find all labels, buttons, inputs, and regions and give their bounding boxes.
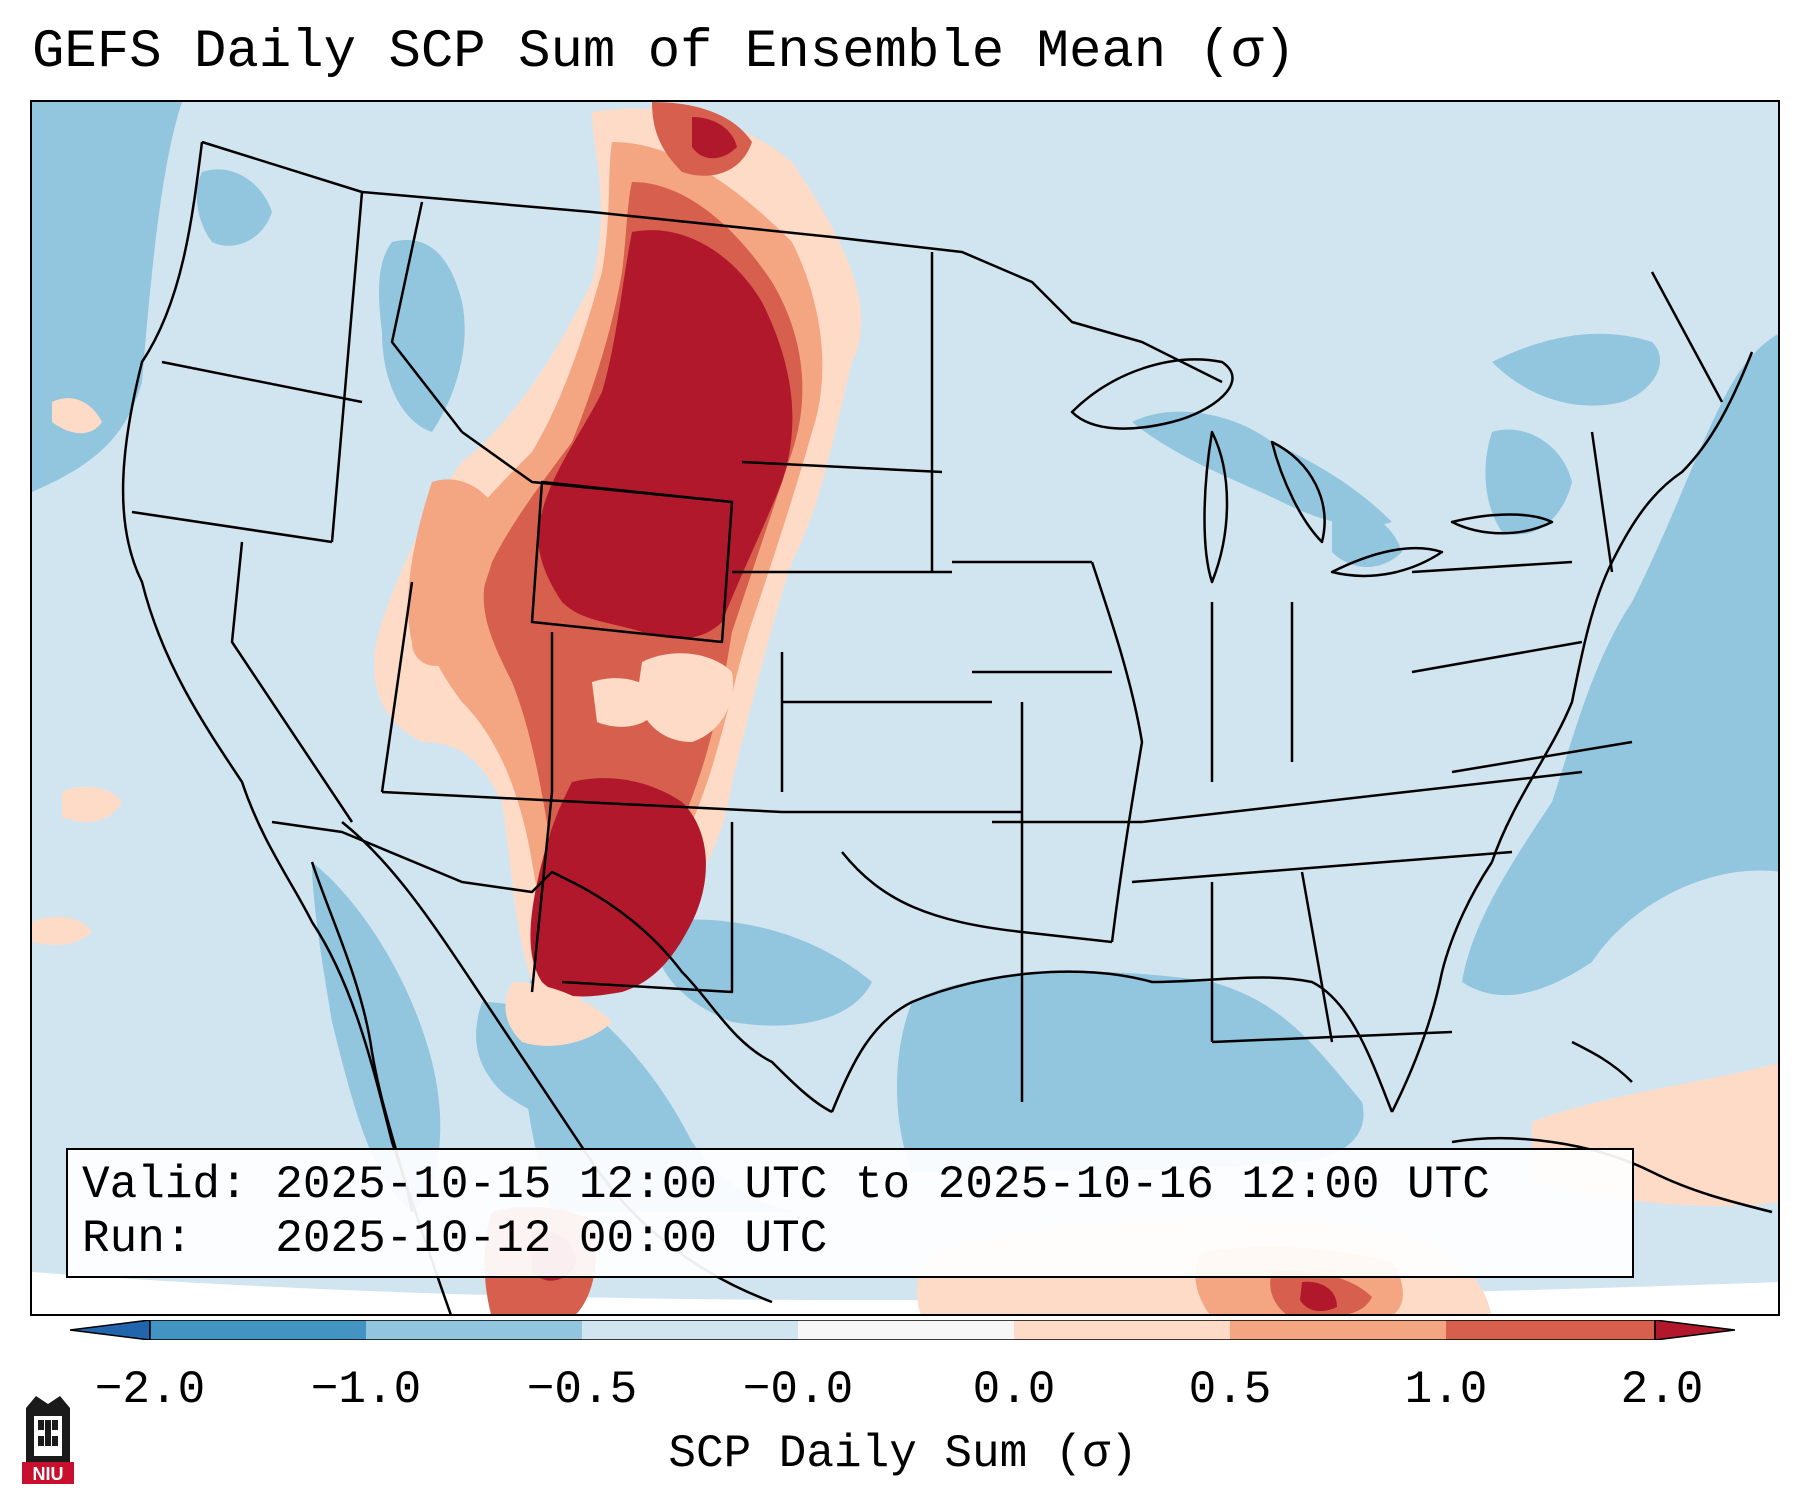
valid-label: Valid: bbox=[82, 1159, 248, 1211]
northeast-blue-patch bbox=[1485, 429, 1572, 535]
pacific-positive-1 bbox=[62, 786, 122, 822]
niu-logo: NIU bbox=[22, 1396, 74, 1484]
niu-logo-text: NIU bbox=[33, 1464, 64, 1484]
map-panel bbox=[30, 100, 1780, 1316]
wa-or-border bbox=[161, 360, 363, 404]
us-mexico-border bbox=[271, 820, 833, 1114]
tick-label-2: −1.0 bbox=[310, 1364, 422, 1416]
florida-coast bbox=[1390, 861, 1494, 1113]
nd-sd bbox=[741, 460, 943, 474]
gulf-coast bbox=[830, 970, 1394, 1113]
nv-ut bbox=[380, 581, 414, 793]
run-value: 2025-10-12 00:00 UTC bbox=[275, 1213, 828, 1265]
us-canada-border bbox=[201, 140, 1223, 384]
or-ca-border bbox=[131, 510, 333, 544]
plume-max-south bbox=[530, 778, 706, 997]
run-label: Run: bbox=[82, 1213, 193, 1265]
great-lakes-blue bbox=[1132, 411, 1392, 526]
tick-label-6: 0.5 bbox=[1188, 1364, 1272, 1416]
tick-label-5: 0.0 bbox=[972, 1364, 1056, 1416]
valid-run-info-box: Valid: 2025-10-15 12:00 UTC to 2025-10-1… bbox=[66, 1148, 1634, 1278]
colorbar-under-arrow bbox=[70, 1320, 151, 1340]
lake-ontario bbox=[1450, 513, 1554, 535]
nm-tx bbox=[561, 822, 734, 994]
lake-huron bbox=[1270, 440, 1326, 544]
ca-nv bbox=[230, 541, 354, 823]
colorbar-frame bbox=[149, 1320, 1656, 1340]
fl-north bbox=[1211, 1030, 1453, 1044]
cuba bbox=[1451, 1137, 1773, 1214]
colorbar-over-arrow bbox=[1654, 1320, 1735, 1340]
plume-utah-light-gap bbox=[637, 653, 733, 742]
lake-erie bbox=[1330, 546, 1444, 578]
ok-tx bbox=[841, 851, 1023, 934]
ky-tn bbox=[1141, 770, 1583, 824]
mt-id bbox=[390, 201, 463, 433]
plume-south-end-light bbox=[505, 982, 612, 1046]
colorbar-bin-3 bbox=[582, 1320, 798, 1340]
valid-value: 2025-10-15 12:00 UTC to 2025-10-16 12:00… bbox=[275, 1159, 1490, 1211]
idaho-blue-patch bbox=[379, 240, 465, 432]
ny-ne bbox=[1590, 431, 1614, 573]
ar-la bbox=[1021, 930, 1113, 944]
tick-label-4: −0.0 bbox=[742, 1364, 854, 1416]
lake-superior bbox=[1070, 358, 1234, 430]
colorbar-bin-5 bbox=[1014, 1320, 1230, 1340]
northwest-pacific-positive bbox=[52, 398, 102, 434]
colorbar-bin-4 bbox=[798, 1320, 1014, 1340]
colorbar-bin-2 bbox=[366, 1320, 582, 1340]
pa-ny bbox=[1411, 560, 1573, 574]
yucatan-max bbox=[1300, 1281, 1337, 1312]
map-svg bbox=[32, 102, 1778, 1314]
me-border bbox=[1650, 271, 1724, 403]
plume-north-extension-max bbox=[692, 117, 737, 159]
tick-label-7: 1.0 bbox=[1404, 1364, 1488, 1416]
west-coastline bbox=[121, 141, 452, 1314]
hudson-region bbox=[1492, 333, 1661, 406]
lake-michigan bbox=[1203, 430, 1229, 584]
tick-label-8: 2.0 bbox=[1620, 1364, 1704, 1416]
colorbar bbox=[70, 1320, 1735, 1340]
mississippi bbox=[1090, 561, 1144, 943]
tick-label-1: −2.0 bbox=[94, 1364, 206, 1416]
pa-south bbox=[1411, 640, 1583, 674]
tick-label-3: −0.5 bbox=[526, 1364, 638, 1416]
colorbar-bin-6 bbox=[1230, 1320, 1446, 1340]
state-borders bbox=[121, 140, 1773, 1314]
wy-box bbox=[530, 480, 734, 644]
bahamas bbox=[1571, 1040, 1633, 1083]
tn-south bbox=[1131, 850, 1513, 884]
plume-colorado-light-gap bbox=[592, 678, 662, 727]
colorbar-bin-7 bbox=[1446, 1320, 1655, 1340]
colorbar-bin-1 bbox=[150, 1320, 366, 1340]
atlantic-ocean bbox=[1462, 334, 1778, 996]
va-nc bbox=[1451, 740, 1633, 774]
chart-title: GEFS Daily SCP Sum of Ensemble Mean (σ) bbox=[32, 22, 1296, 83]
gulf-of-mexico bbox=[897, 971, 1364, 1172]
ut-south bbox=[381, 790, 783, 814]
al-ga bbox=[1300, 871, 1334, 1043]
east-coastline bbox=[1490, 351, 1754, 863]
plume-west-nevada-light bbox=[408, 479, 502, 666]
id-west bbox=[330, 191, 364, 543]
pacific-positive-2 bbox=[32, 916, 92, 945]
colorbar-label: SCP Daily Sum (σ) bbox=[668, 1428, 1138, 1480]
az-nm bbox=[530, 791, 554, 993]
pacific-ocean bbox=[32, 102, 182, 492]
washington-blue-patch bbox=[196, 169, 272, 246]
